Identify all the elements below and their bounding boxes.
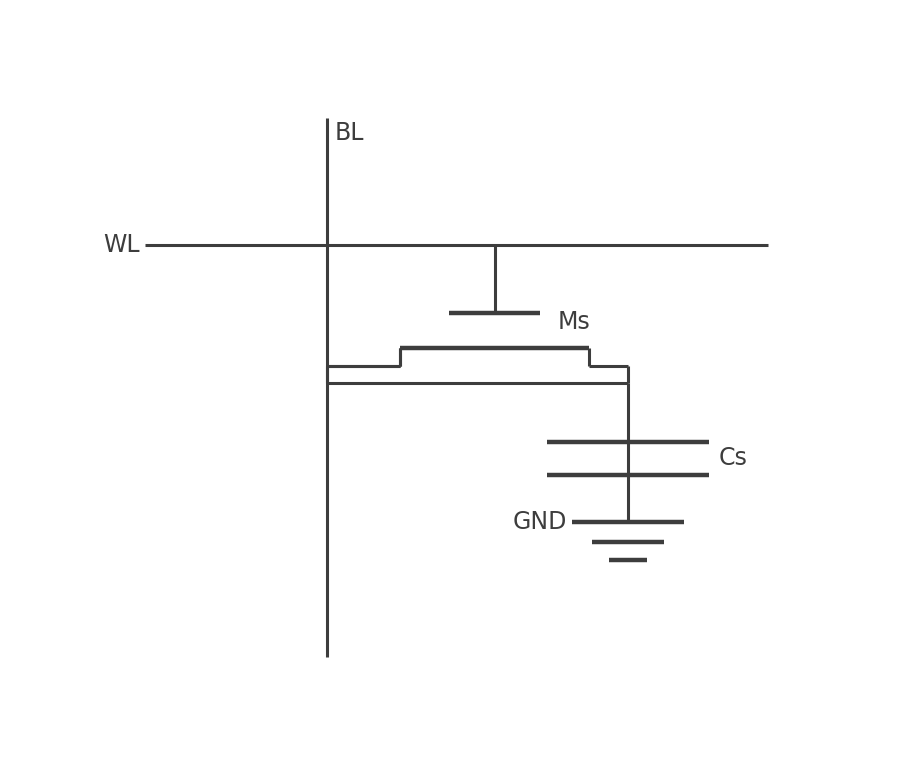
Text: GND: GND: [512, 509, 566, 534]
Text: Ms: Ms: [557, 310, 590, 334]
Text: WL: WL: [103, 233, 139, 257]
Text: BL: BL: [334, 121, 364, 145]
Text: Cs: Cs: [718, 446, 747, 470]
